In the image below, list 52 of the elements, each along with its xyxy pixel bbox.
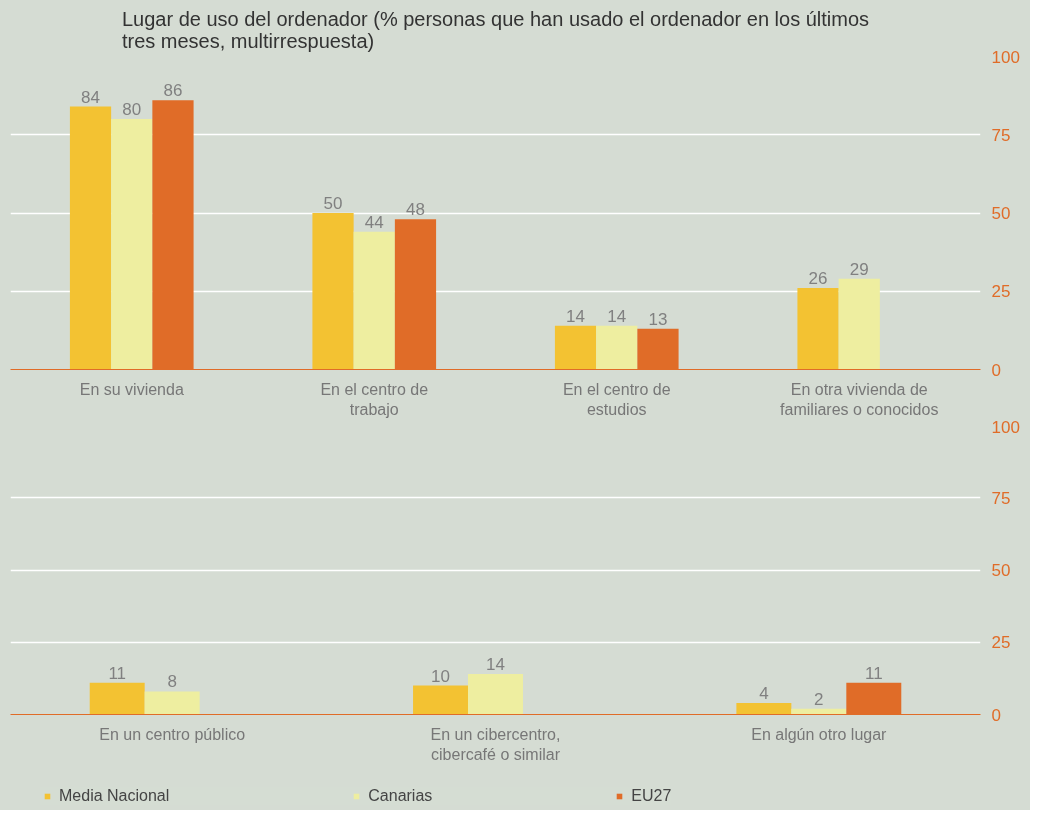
data-label: 86	[163, 81, 183, 101]
data-label: 10	[431, 666, 450, 686]
data-label: 11	[864, 663, 883, 683]
y-tick-label: 0	[991, 360, 1001, 380]
x-tick-label: En otra vivienda de familiares o conocidos	[780, 380, 939, 418]
legend-label: Media Nacional	[59, 787, 170, 805]
legend-label: Canarias	[368, 787, 433, 805]
y-tick-label: 50	[991, 204, 1011, 223]
bar	[797, 288, 839, 370]
data-label: 80	[122, 100, 142, 120]
data-label: 14	[566, 306, 585, 326]
bar	[554, 325, 597, 370]
legend-label: EU27	[631, 787, 672, 805]
data-label: 4	[759, 683, 769, 703]
bar	[312, 213, 354, 370]
data-label: 29	[849, 259, 869, 279]
x-tick-label: En un cibercentro, cibercafé o similar	[430, 725, 561, 763]
bar	[69, 106, 112, 370]
bar	[468, 674, 523, 715]
data-label: 14	[486, 655, 505, 675]
data-label: 50	[323, 194, 343, 213]
y-tick-label: 75	[991, 488, 1011, 508]
y-tick-label: 50	[991, 561, 1011, 580]
data-label: 84	[81, 87, 100, 107]
y-tick-label: 100	[991, 47, 1020, 67]
bar	[838, 278, 880, 370]
chart-title: Lugar de uso del ordenador (% personas que han usado el ordenador en los últimos tres meses, multirrespuesta)	[121, 7, 870, 52]
data-label: 8	[167, 672, 177, 692]
bar	[736, 702, 792, 715]
data-label: 44	[364, 212, 384, 232]
bar	[596, 325, 638, 370]
x-tick-label: En su vivienda	[79, 380, 184, 398]
x-tick-label: En un centro público	[99, 725, 246, 743]
x-tick-label: En el centro de estudios	[562, 380, 671, 418]
bar	[353, 231, 395, 370]
y-tick-label: 0	[991, 705, 1001, 725]
x-tick-label: En algún otro lugar	[751, 725, 888, 743]
data-label: 2	[814, 689, 824, 709]
bar	[413, 685, 469, 715]
data-label: 13	[648, 309, 668, 329]
bar	[89, 682, 145, 715]
data-label: 14	[607, 306, 627, 326]
data-label: 26	[808, 269, 828, 289]
y-tick-label: 25	[991, 282, 1011, 302]
y-tick-label: 25	[991, 633, 1011, 653]
x-tick-label: En el centro de trabajo	[320, 380, 429, 418]
bar	[144, 691, 200, 715]
data-label: 11	[108, 663, 127, 683]
y-tick-label: 75	[991, 125, 1011, 145]
bar	[111, 119, 153, 370]
y-tick-label: 100	[991, 417, 1020, 437]
data-label: 48	[406, 200, 425, 220]
